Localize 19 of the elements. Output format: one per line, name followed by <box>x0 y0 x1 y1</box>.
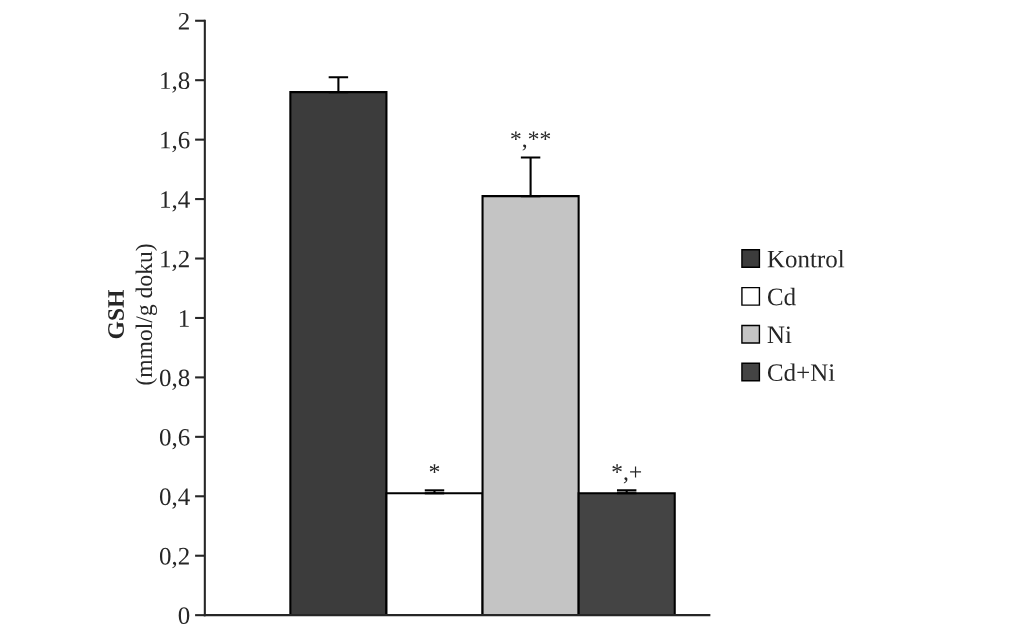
y-tick-label: 0,2 <box>159 547 189 569</box>
y-tick-label: 0,8 <box>159 369 190 390</box>
y-tick-label: 0 <box>178 607 190 625</box>
annotation: *,** <box>511 131 551 151</box>
y-tick-label: 1,4 <box>161 191 190 212</box>
y-tick-label: 1,2 <box>161 250 189 272</box>
annotation: *,+ <box>612 464 642 484</box>
legend-label: Ni <box>767 326 792 343</box>
annotation: * <box>429 464 440 473</box>
legend-label: Cd+Ni <box>767 363 835 382</box>
legend-label: Cd <box>767 287 796 306</box>
y-axis-title: GSH (mmol/g doku) <box>108 244 158 385</box>
y-tick-label: 1,8 <box>161 72 190 93</box>
y-tick-label: 0,4 <box>159 488 190 509</box>
legend-label: Kontrol <box>767 249 845 268</box>
y-tick-label: 1 <box>179 310 189 327</box>
y-tick-label: 2 <box>178 12 189 30</box>
y-tick-label: 0,6 <box>159 428 190 450</box>
y-tick-label: 1,6 <box>161 131 190 153</box>
